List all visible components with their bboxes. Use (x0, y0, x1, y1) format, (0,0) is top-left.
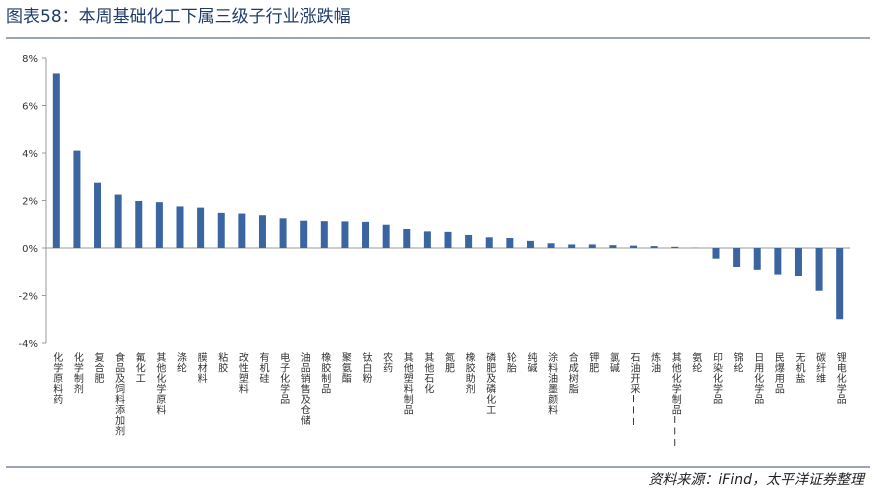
y-tick-label: 0% (22, 244, 38, 255)
bar (114, 194, 122, 248)
y-tick-label: 6% (22, 102, 38, 113)
source-note: 资料来源：iFind，太平洋证券整理 (648, 472, 866, 488)
bar (753, 248, 761, 270)
bar (279, 218, 287, 248)
x-tick-label: 锂电化学品 (834, 352, 846, 405)
y-tick-label: -4% (19, 339, 38, 350)
bar (815, 248, 823, 291)
x-tick-label: 纯碱 (525, 351, 537, 374)
x-tick-label: 轮胎 (504, 351, 516, 374)
x-tick-label: 氯碱 (607, 351, 619, 374)
bar (671, 246, 679, 248)
bar (568, 244, 576, 248)
bar (73, 150, 81, 248)
bar (650, 246, 658, 248)
x-tick-label: 无机盐 (793, 352, 805, 384)
bar (794, 248, 802, 277)
x-tick-label: 磷肥及磷化工 (484, 351, 496, 415)
bar (774, 248, 782, 275)
bar (155, 202, 163, 248)
x-tick-label: 化学制剂 (71, 351, 83, 395)
x-tick-label: 橡胶助剂 (463, 351, 475, 395)
y-tick-label: -2% (19, 292, 38, 303)
bar (588, 244, 596, 248)
x-tick-label: 粘胶 (216, 351, 228, 374)
bar (444, 231, 452, 248)
bar (52, 73, 60, 248)
x-tick-label: 其他化学原料 (154, 352, 166, 416)
x-tick-label: 氮肥 (443, 351, 455, 374)
x-tick-label: 有机硅 (257, 351, 269, 384)
bar (712, 248, 720, 259)
x-tick-label: 炼油 (649, 351, 661, 373)
x-tick-label: 改性塑料 (236, 351, 248, 395)
x-tick-label: 钛白粉 (360, 352, 372, 384)
bar (362, 221, 370, 248)
x-tick-label: 其他石化 (422, 352, 434, 394)
bar (630, 245, 638, 248)
bar (485, 237, 493, 248)
bar (341, 221, 349, 248)
bar (382, 224, 390, 248)
bar (258, 215, 266, 248)
x-tick-label: 聚氨酯 (339, 352, 351, 384)
x-tick-label: 其他化学制品III (669, 352, 681, 450)
x-tick-label: 农药 (381, 351, 393, 374)
y-tick-label: 2% (22, 197, 38, 208)
bar (506, 238, 514, 248)
bar (465, 234, 473, 248)
x-tick-label: 氨纶 (690, 351, 702, 373)
x-tick-label: 电子化学品 (278, 351, 290, 405)
bar (526, 240, 534, 248)
x-tick-label: 石油开采III (628, 352, 640, 429)
bar (238, 213, 246, 248)
x-tick-label: 油品销售及仓储 (298, 351, 310, 426)
bar (609, 245, 617, 248)
chart-title: 图表58：本周基础化工下属三级子行业涨跌幅 (6, 7, 351, 27)
x-tick-label: 印染化学品 (711, 352, 723, 405)
bar (733, 248, 741, 267)
x-tick-label: 民爆用品 (772, 352, 784, 395)
x-tick-label: 合成树脂 (566, 351, 578, 395)
bar (320, 221, 328, 248)
y-tick-label: 8% (22, 54, 38, 65)
bar (176, 206, 184, 248)
x-tick-label: 复合肥 (92, 351, 104, 384)
x-tick-label: 涂料油墨颜料 (546, 351, 558, 416)
bar (836, 248, 844, 320)
bar (94, 182, 102, 248)
x-tick-label: 锦纶 (731, 351, 743, 373)
bar (135, 200, 143, 248)
x-tick-label: 钾肥 (587, 351, 599, 374)
x-tick-label: 膜材料 (195, 352, 207, 384)
bar (300, 220, 308, 248)
bar (197, 207, 205, 248)
x-tick-label: 化学原料药 (51, 351, 63, 405)
bar (217, 212, 225, 248)
x-tick-label: 食品及饲料添加剂 (113, 351, 125, 437)
x-tick-label: 日用化学品 (752, 352, 764, 405)
x-tick-label: 碳纤维 (814, 351, 826, 384)
bar (423, 231, 431, 248)
x-tick-label: 氟化工 (133, 351, 145, 384)
x-tick-label: 其他塑料制品 (401, 352, 413, 416)
bar (403, 229, 411, 248)
y-tick-label: 4% (22, 149, 38, 160)
x-tick-label: 涤纶 (175, 351, 187, 373)
bar (547, 243, 555, 248)
x-tick-label: 橡胶制品 (319, 351, 331, 395)
